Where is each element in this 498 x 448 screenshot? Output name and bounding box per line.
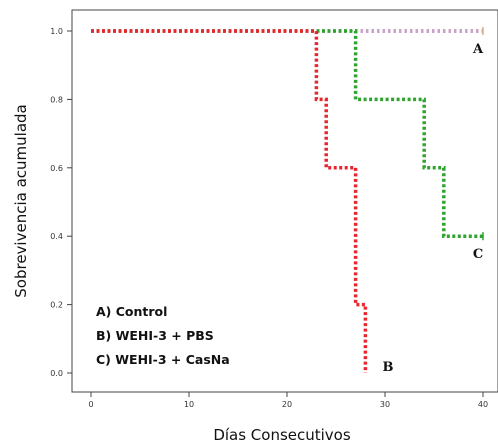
legend-entry: A) Control <box>96 304 167 319</box>
series-end-label-a: A <box>472 42 484 57</box>
series-end-labels: A B C <box>383 42 484 375</box>
x-tick-label: 0 <box>88 400 93 409</box>
y-tick-label: 0.8 <box>50 95 63 104</box>
x-axis-title: Días Consecutivos <box>213 426 351 444</box>
series-line-b <box>91 29 368 373</box>
y-tick-label: 0.0 <box>50 369 63 378</box>
y-tick-label: 0.2 <box>50 301 63 310</box>
y-tick-label: 0.4 <box>50 232 63 241</box>
x-tick-label: 20 <box>282 400 292 409</box>
series-lines <box>91 27 484 373</box>
y-tick-label: 0.6 <box>50 164 63 173</box>
plot-frame <box>71 9 498 393</box>
series-end-label-c: C <box>473 247 483 262</box>
series-end-label-b: B <box>383 360 394 375</box>
series-line-c <box>91 29 483 238</box>
y-axis-title: Sobrevivencia acumulada <box>12 104 30 297</box>
x-tick-label: 10 <box>184 400 194 409</box>
legend-entry: C) WEHI-3 + CasNa <box>96 352 230 367</box>
x-tick-label: 30 <box>380 400 390 409</box>
x-tick-label: 40 <box>478 400 488 409</box>
legend-entry: B) WEHI-3 + PBS <box>96 328 214 343</box>
axes: 0 10 20 30 40 0.0 0.2 0.4 0.6 0.8 1.0 <box>50 27 488 409</box>
legend: A) Control B) WEHI-3 + PBS C) WEHI-3 + Cas… <box>96 304 230 367</box>
y-tick-label: 1.0 <box>50 27 63 36</box>
